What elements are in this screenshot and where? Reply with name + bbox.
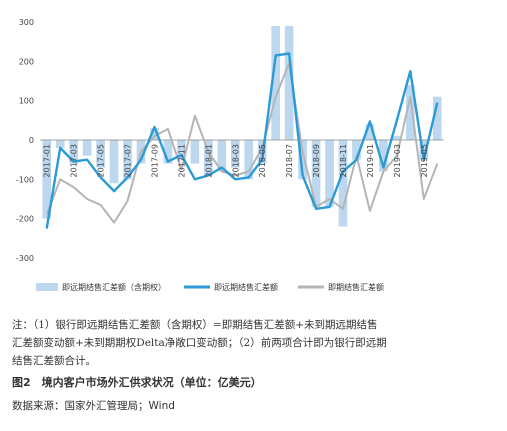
bar-2018-09 (311, 140, 321, 207)
data-source: 数据来源：国家外汇管理局；Wind (12, 400, 175, 412)
bar-2018-08 (298, 140, 307, 180)
bar-2017-12 (190, 140, 200, 164)
line-series-spot (45, 62, 439, 224)
figure-title: 图2 境内客户市场外汇供求状况（单位：亿美元） (12, 376, 262, 389)
legend-label: 即远期结售汇差额（含期权） (62, 282, 166, 292)
x-tick-label: 2019-01 (366, 144, 375, 177)
x-axis: 2017-01 2017-03 2017-05 2017-07 2017-09 2017-… (43, 144, 429, 177)
bar-2018-12 (352, 140, 361, 160)
x-tick-label: 2018-11 (339, 144, 348, 177)
y-tick-label: -200 (16, 215, 34, 224)
x-tick-label: 2017-11 (177, 144, 186, 177)
y-axis: 300 200 100 0 -100 -200 -300 (16, 18, 34, 263)
bar-2017-10 (163, 140, 173, 164)
y-tick-label: -300 (16, 254, 34, 263)
bar-2017-01 (42, 140, 52, 219)
legend: 即远期结售汇差额（含期权） 即远期结售汇差额 即期结售汇差额 (36, 282, 384, 292)
bar-2019-03 (392, 136, 402, 140)
plot-area (40, 25, 444, 229)
bar-2017-07 (123, 140, 132, 180)
bar-2018-04 (244, 140, 254, 180)
x-tick-label: 2018-07 (285, 144, 294, 177)
bar-2019-04 (406, 84, 415, 140)
bar-2017-06 (109, 140, 119, 184)
bar-2017-11 (177, 140, 186, 160)
bar-2018-07 (284, 25, 294, 140)
bar-2018-11 (338, 140, 348, 227)
x-tick-label: 2018-09 (312, 144, 321, 177)
x-tick-label: 2018-03 (231, 144, 240, 177)
bar-2017-03 (69, 140, 78, 164)
x-tick-label: 2018-05 (258, 144, 267, 177)
x-tick-label: 2019-05 (420, 144, 429, 177)
bar-2017-02 (55, 140, 65, 148)
y-tick-label: 300 (19, 18, 34, 27)
bar-2019-06 (432, 96, 442, 140)
bar-2019-01 (365, 124, 375, 140)
bar-2018-10 (325, 140, 334, 207)
note-line-3: 结售汇差额合计。 (12, 355, 96, 367)
y-tick-label: 100 (19, 97, 34, 106)
bar-2017-09 (150, 128, 159, 140)
note-line-1: 注：（1）银行即远期结售汇差额（含期权）=即期结售汇差额+未到期远期结售 (12, 319, 378, 331)
bar-2018-01 (204, 140, 213, 176)
y-tick-label: -100 (16, 175, 34, 184)
line-series-forward-spot (45, 52, 439, 229)
x-tick-label: 2017-07 (124, 144, 133, 177)
y-tick-label: 0 (29, 136, 34, 145)
bar-2017-05 (96, 140, 105, 168)
legend-label: 即远期结售汇差额 (214, 282, 278, 292)
x-tick-label: 2017-09 (150, 144, 159, 177)
legend-label: 即期结售汇差额 (328, 282, 384, 292)
x-tick-label: 2017-01 (43, 144, 52, 177)
x-tick-label: 2019-03 (393, 144, 402, 177)
x-tick-label: 2018-01 (204, 144, 213, 177)
y-tick-label: 200 (19, 57, 34, 66)
note-line-2: 汇差额变动额+未到期期权Delta净敞口变动额；（2）前两项合计即为银行即远期 (12, 337, 387, 349)
x-tick-label: 2017-05 (97, 144, 106, 177)
bar-2018-06 (271, 25, 280, 140)
bar-2019-02 (379, 140, 388, 172)
bar-2018-03 (230, 140, 240, 168)
bar-2017-04 (82, 140, 92, 156)
x-tick-label: 2017-03 (70, 144, 79, 177)
legend-swatch-bar (36, 283, 58, 291)
bar-2018-02 (217, 140, 227, 172)
bar-2019-05 (419, 140, 429, 160)
